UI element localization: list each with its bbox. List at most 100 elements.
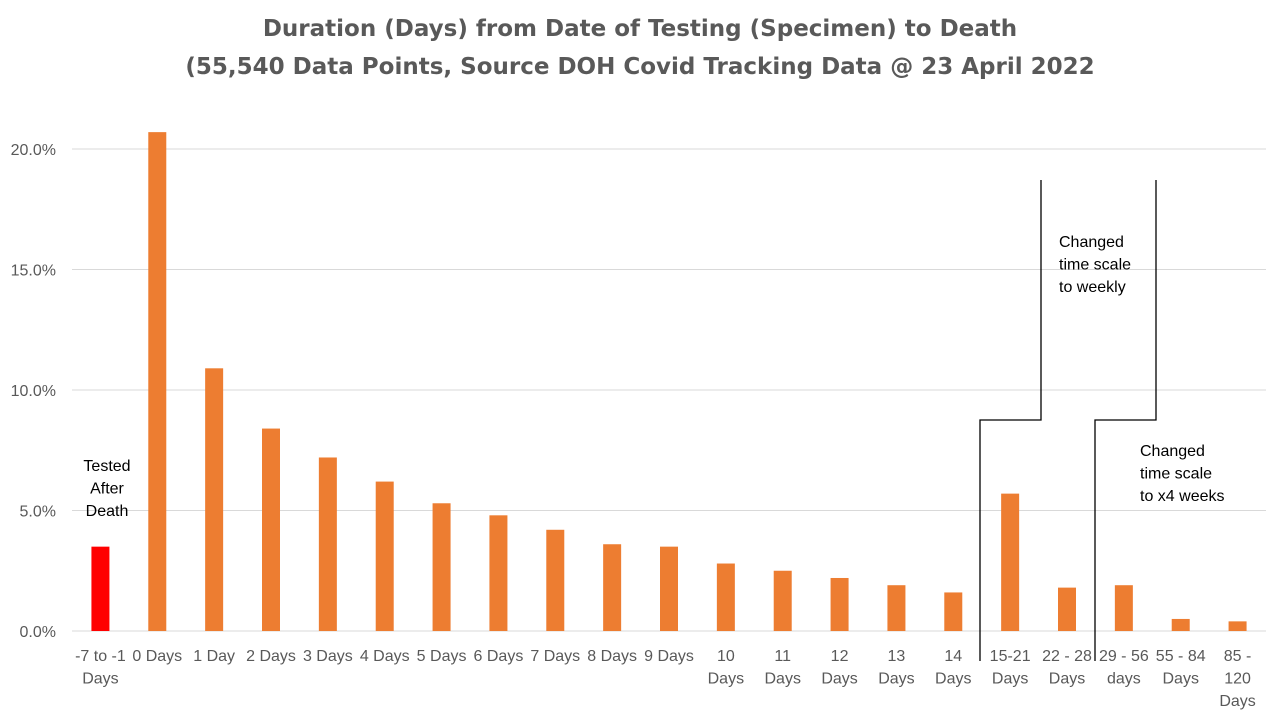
bar bbox=[1001, 493, 1020, 631]
x-tick-label-line: Days bbox=[1049, 671, 1085, 688]
x-tick-label: 7 Days bbox=[530, 648, 580, 665]
x-tick-label: 9 Days bbox=[644, 648, 694, 665]
bars bbox=[91, 132, 1247, 631]
y-tick-label: 0.0% bbox=[20, 624, 56, 641]
four-week-scale-label: Changed time scale to x4 weeks bbox=[1140, 443, 1224, 505]
x-tick-label-line: 12 bbox=[831, 648, 849, 665]
x-tick-label-line: Days bbox=[935, 671, 971, 688]
x-tick-label-line: 9 Days bbox=[644, 648, 694, 665]
bar bbox=[603, 544, 622, 631]
x-tick-label-line: 11 bbox=[774, 648, 791, 665]
bar bbox=[489, 515, 508, 631]
x-tick-label-line: 0 Days bbox=[132, 648, 182, 665]
x-tick-label-line: 10 bbox=[717, 648, 735, 665]
annotation-line: to weekly bbox=[1059, 279, 1126, 296]
x-tick-label-line: Days bbox=[878, 671, 914, 688]
bar bbox=[91, 546, 110, 631]
x-tick-label: 22 - 28 Days bbox=[1042, 648, 1092, 688]
x-tick-label-line: Days bbox=[708, 671, 744, 688]
x-tick-label-line: 2 Days bbox=[246, 648, 296, 665]
x-tick-label: 13 Days bbox=[878, 648, 914, 688]
bar bbox=[262, 428, 280, 631]
x-tick-label-line: days bbox=[1107, 671, 1141, 688]
x-tick-label: 12 Days bbox=[821, 648, 857, 688]
bar bbox=[1058, 587, 1076, 631]
x-tick-label: 15-21 Days bbox=[990, 648, 1031, 688]
x-tick-label: 85 - 120 Days bbox=[1219, 648, 1255, 710]
chart-title: Duration (Days) from Date of Testing (Sp… bbox=[263, 16, 1017, 42]
x-tick-label-line: Days bbox=[1162, 671, 1198, 688]
x-tick-label: 29 - 56 days bbox=[1099, 648, 1149, 688]
x-tick-label: 14 Days bbox=[935, 648, 971, 688]
x-tick-label-line: 4 Days bbox=[360, 648, 410, 665]
y-axis-ticks: 0.0% 5.0% 10.0% 15.0% 20.0% bbox=[11, 142, 56, 641]
four-week-bracket-line bbox=[1094, 180, 1157, 661]
x-tick-label-line: 1 Day bbox=[193, 648, 235, 665]
x-tick-label: 4 Days bbox=[360, 648, 410, 665]
bar bbox=[887, 585, 906, 631]
x-tick-label: 0 Days bbox=[132, 648, 182, 665]
bar bbox=[432, 503, 451, 631]
x-tick-label-line: 15-21 bbox=[990, 648, 1031, 665]
annotations: Tested After Death Changed time scale to week… bbox=[83, 234, 1224, 520]
x-tick-label: 2 Days bbox=[246, 648, 296, 665]
annotation-line: Tested bbox=[83, 458, 130, 475]
x-tick-label-line: 22 - 28 bbox=[1042, 648, 1092, 665]
bar bbox=[375, 481, 394, 631]
y-tick-label: 5.0% bbox=[20, 504, 56, 521]
x-tick-label-line: Days bbox=[1219, 693, 1255, 710]
bar bbox=[830, 577, 849, 631]
annotation-line: Changed bbox=[1059, 234, 1124, 251]
x-tick-label-line: 6 Days bbox=[474, 648, 524, 665]
bar bbox=[944, 592, 963, 631]
chart-subtitle: (55,540 Data Points, Source DOH Covid Tr… bbox=[185, 54, 1094, 80]
x-tick-label: 5 Days bbox=[417, 648, 467, 665]
x-tick-label-line: 29 - 56 bbox=[1099, 648, 1149, 665]
scale-change-brackets bbox=[979, 180, 1157, 661]
y-tick-label: 15.0% bbox=[11, 263, 56, 280]
bar bbox=[1114, 585, 1133, 631]
bar bbox=[1228, 621, 1247, 631]
x-tick-label: 55 - 84 Days bbox=[1156, 648, 1206, 688]
x-tick-label: 6 Days bbox=[474, 648, 524, 665]
bar bbox=[1171, 618, 1190, 631]
y-tick-label: 10.0% bbox=[11, 383, 56, 400]
bar bbox=[660, 546, 678, 631]
tested-after-death-label: Tested After Death bbox=[83, 458, 130, 520]
weekly-scale-label: Changed time scale to weekly bbox=[1059, 234, 1131, 296]
y-tick-label: 20.0% bbox=[11, 142, 56, 159]
x-tick-label-line: 85 - bbox=[1224, 648, 1252, 665]
bar bbox=[546, 529, 565, 631]
bar bbox=[318, 457, 337, 631]
x-tick-label-line: Days bbox=[992, 671, 1028, 688]
annotation-line: After bbox=[90, 481, 124, 498]
x-tick-label-line: 3 Days bbox=[303, 648, 353, 665]
x-tick-label: 10 Days bbox=[708, 648, 744, 688]
x-tick-label: 1 Day bbox=[193, 648, 235, 665]
x-tick-label-line: -7 to -1 bbox=[75, 648, 126, 665]
annotation-line: Changed bbox=[1140, 443, 1205, 460]
bar bbox=[773, 570, 792, 631]
x-tick-label-line: Days bbox=[764, 671, 800, 688]
x-tick-label: 3 Days bbox=[303, 648, 353, 665]
annotation-line: Death bbox=[86, 503, 129, 520]
bar bbox=[205, 368, 224, 631]
x-tick-label: 8 Days bbox=[587, 648, 637, 665]
x-tick-label-line: Days bbox=[82, 671, 118, 688]
weekly-bracket-line bbox=[979, 180, 1042, 661]
x-tick-label-line: 8 Days bbox=[587, 648, 637, 665]
annotation-line: time scale bbox=[1059, 257, 1131, 274]
x-tick-label-line: 55 - 84 bbox=[1156, 648, 1206, 665]
x-tick-label-line: 120 bbox=[1224, 671, 1251, 688]
x-tick-label-line: 14 bbox=[944, 648, 962, 665]
x-tick-label: -7 to -1 Days bbox=[75, 648, 126, 688]
x-tick-label-line: 7 Days bbox=[530, 648, 580, 665]
x-axis-ticks: -7 to -1 Days 0 Days 1 Day 2 Days 3 Days 4 Day… bbox=[75, 648, 1256, 710]
x-tick-label: 11 Days bbox=[764, 648, 800, 688]
x-tick-label-line: 5 Days bbox=[417, 648, 467, 665]
annotation-line: time scale bbox=[1140, 466, 1212, 483]
annotation-line: to x4 weeks bbox=[1140, 488, 1224, 505]
x-tick-label-line: Days bbox=[821, 671, 857, 688]
bar bbox=[716, 563, 735, 631]
